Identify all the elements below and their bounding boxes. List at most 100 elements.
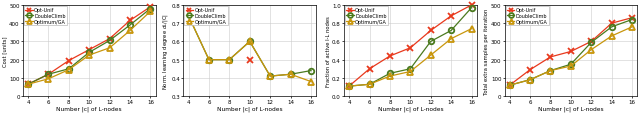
Opt-Unif (365, 69, 373, 70)
Optimum/GA (106, 48, 113, 49)
Y-axis label: Fraction of active l-L nodes: Fraction of active l-L nodes (326, 16, 331, 86)
Optimum/GA (126, 30, 134, 32)
DoubleClimb (106, 40, 113, 42)
Optimum/GA (628, 27, 636, 28)
Legend: Opt-Unif, DoubleClimb, Optimum/GA: Opt-Unif, DoubleClimb, Optimum/GA (24, 7, 67, 26)
Optimum/GA (427, 55, 435, 56)
DoubleClimb (287, 74, 294, 75)
Line: Opt-Unif: Opt-Unif (25, 5, 154, 88)
Optimum/GA (588, 49, 595, 51)
DoubleClimb (185, 16, 193, 17)
Optimum/GA (406, 71, 414, 73)
DoubleClimb (628, 20, 636, 21)
Opt-Unif (65, 60, 72, 62)
Optimum/GA (185, 16, 193, 17)
Legend: Opt-Unif, DoubleClimb, Optimum/GA: Opt-Unif, DoubleClimb, Optimum/GA (345, 7, 388, 26)
DoubleClimb (345, 86, 353, 87)
DoubleClimb (307, 70, 315, 72)
Optimum/GA (65, 69, 72, 71)
Opt-Unif (526, 69, 534, 71)
Optimum/GA (447, 39, 455, 40)
Opt-Unif (85, 49, 93, 51)
Optimum/GA (547, 70, 554, 72)
DoubleClimb (45, 74, 52, 75)
Opt-Unif (45, 74, 52, 75)
Line: Optimum/GA: Optimum/GA (186, 14, 314, 85)
Optimum/GA (365, 84, 373, 85)
DoubleClimb (447, 30, 455, 32)
Optimum/GA (468, 29, 476, 30)
Line: DoubleClimb: DoubleClimb (346, 6, 474, 89)
Optimum/GA (266, 76, 274, 77)
Opt-Unif (406, 48, 414, 49)
DoubleClimb (406, 69, 414, 70)
Optimum/GA (225, 59, 233, 61)
DoubleClimb (506, 85, 513, 86)
Y-axis label: Total extra samples per iteration: Total extra samples per iteration (484, 8, 490, 94)
Opt-Unif (547, 57, 554, 58)
DoubleClimb (547, 70, 554, 72)
DoubleClimb (225, 59, 233, 61)
Opt-Unif (506, 85, 513, 86)
Optimum/GA (45, 78, 52, 80)
Line: DoubleClimb: DoubleClimb (186, 14, 314, 79)
Line: Optimum/GA: Optimum/GA (346, 27, 474, 89)
Optimum/GA (287, 74, 294, 75)
DoubleClimb (588, 42, 595, 44)
Optimum/GA (85, 55, 93, 56)
Optimum/GA (386, 76, 394, 77)
Opt-Unif (567, 51, 575, 53)
X-axis label: Number |c| of L-nodes: Number |c| of L-nodes (538, 106, 604, 111)
DoubleClimb (126, 25, 134, 26)
X-axis label: Number |c| of L-nodes: Number |c| of L-nodes (378, 106, 443, 111)
Opt-Unif (427, 30, 435, 32)
Optimum/GA (24, 84, 32, 85)
X-axis label: Number |c| of L-nodes: Number |c| of L-nodes (217, 106, 283, 111)
Opt-Unif (345, 86, 353, 87)
DoubleClimb (567, 64, 575, 65)
DoubleClimb (468, 8, 476, 9)
DoubleClimb (365, 84, 373, 85)
Optimum/GA (526, 79, 534, 81)
Line: Opt-Unif: Opt-Unif (346, 3, 475, 89)
Opt-Unif (147, 7, 154, 8)
Optimum/GA (246, 41, 253, 43)
Line: Optimum/GA: Optimum/GA (25, 9, 153, 87)
Opt-Unif (608, 23, 616, 25)
Line: Optimum/GA: Optimum/GA (507, 25, 635, 88)
DoubleClimb (526, 79, 534, 81)
Opt-Unif (24, 84, 32, 85)
DoubleClimb (85, 52, 93, 54)
Optimum/GA (205, 59, 212, 61)
Optimum/GA (147, 12, 154, 13)
Optimum/GA (506, 85, 513, 86)
DoubleClimb (266, 76, 274, 77)
DoubleClimb (427, 41, 435, 43)
Opt-Unif (447, 16, 455, 17)
Opt-Unif (468, 5, 476, 6)
Y-axis label: Cost [units]: Cost [units] (3, 36, 8, 66)
DoubleClimb (608, 27, 616, 28)
Opt-Unif (106, 39, 113, 40)
Opt-Unif (628, 18, 636, 19)
Y-axis label: Norm. learning degree $d_L$/|C|: Norm. learning degree $d_L$/|C| (161, 13, 170, 89)
Legend: Opt-Unif, DoubleClimb, Optimum/GA: Opt-Unif, DoubleClimb, Optimum/GA (506, 7, 549, 26)
DoubleClimb (205, 59, 212, 61)
Legend: Opt-Unif, DoubleClimb, Optimum/GA: Opt-Unif, DoubleClimb, Optimum/GA (184, 7, 228, 26)
Optimum/GA (608, 36, 616, 37)
Opt-Unif (588, 41, 595, 43)
DoubleClimb (147, 9, 154, 10)
X-axis label: Number |c| of L-nodes: Number |c| of L-nodes (56, 106, 122, 111)
Opt-Unif (126, 21, 134, 22)
Optimum/GA (307, 81, 315, 83)
DoubleClimb (65, 69, 72, 70)
DoubleClimb (246, 41, 253, 43)
Line: DoubleClimb: DoubleClimb (507, 18, 635, 88)
Optimum/GA (345, 86, 353, 87)
Line: DoubleClimb: DoubleClimb (25, 7, 153, 87)
Line: Opt-Unif: Opt-Unif (506, 15, 636, 89)
DoubleClimb (24, 84, 32, 85)
Opt-Unif (386, 56, 394, 57)
DoubleClimb (386, 73, 394, 74)
Optimum/GA (567, 66, 575, 67)
